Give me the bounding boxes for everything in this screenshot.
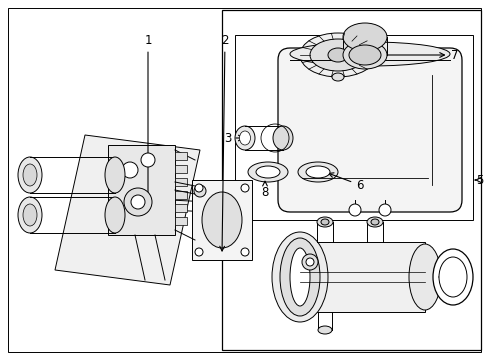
Circle shape xyxy=(195,184,203,192)
Ellipse shape xyxy=(18,157,42,193)
Ellipse shape xyxy=(342,23,386,51)
Circle shape xyxy=(305,258,313,266)
Ellipse shape xyxy=(378,204,390,216)
Ellipse shape xyxy=(289,42,449,66)
Ellipse shape xyxy=(342,41,386,69)
Circle shape xyxy=(241,184,248,192)
Bar xyxy=(299,242,424,312)
Bar xyxy=(175,191,186,199)
Ellipse shape xyxy=(327,48,347,62)
Ellipse shape xyxy=(348,45,380,65)
Ellipse shape xyxy=(320,219,328,225)
Ellipse shape xyxy=(432,249,472,305)
Ellipse shape xyxy=(289,248,309,306)
Bar xyxy=(175,165,186,173)
Ellipse shape xyxy=(316,217,332,227)
Circle shape xyxy=(141,153,155,167)
Text: 4: 4 xyxy=(438,270,456,284)
Bar xyxy=(235,35,472,220)
Circle shape xyxy=(131,195,145,209)
Ellipse shape xyxy=(105,197,125,233)
Ellipse shape xyxy=(256,166,280,178)
Ellipse shape xyxy=(239,131,250,145)
Ellipse shape xyxy=(282,242,317,312)
Ellipse shape xyxy=(299,33,375,77)
Text: 7: 7 xyxy=(380,49,458,62)
Circle shape xyxy=(122,162,138,178)
Bar xyxy=(108,145,175,235)
Circle shape xyxy=(195,248,203,256)
Text: 3: 3 xyxy=(224,131,231,144)
Text: 2: 2 xyxy=(219,33,228,251)
Ellipse shape xyxy=(297,162,337,182)
Bar xyxy=(175,204,186,212)
Bar xyxy=(175,152,186,160)
Ellipse shape xyxy=(105,157,125,193)
Bar xyxy=(222,10,480,350)
Ellipse shape xyxy=(348,204,360,216)
Text: 1: 1 xyxy=(144,33,151,208)
Ellipse shape xyxy=(202,192,242,248)
Bar xyxy=(192,180,251,260)
Text: 8: 8 xyxy=(261,181,268,198)
Ellipse shape xyxy=(18,197,42,233)
Ellipse shape xyxy=(331,73,343,81)
Circle shape xyxy=(302,254,317,270)
Ellipse shape xyxy=(194,185,205,197)
Ellipse shape xyxy=(235,126,254,150)
Circle shape xyxy=(124,188,152,216)
Text: 6: 6 xyxy=(328,173,363,192)
Ellipse shape xyxy=(247,162,287,182)
Text: 5: 5 xyxy=(475,174,483,186)
Ellipse shape xyxy=(366,217,382,227)
FancyBboxPatch shape xyxy=(278,48,461,212)
Ellipse shape xyxy=(408,244,440,310)
Ellipse shape xyxy=(309,39,365,71)
Polygon shape xyxy=(55,135,200,285)
Bar xyxy=(175,217,186,225)
Circle shape xyxy=(241,248,248,256)
Ellipse shape xyxy=(280,238,319,316)
Ellipse shape xyxy=(23,204,37,226)
Ellipse shape xyxy=(317,326,331,334)
Ellipse shape xyxy=(370,219,378,225)
Ellipse shape xyxy=(438,257,466,297)
Ellipse shape xyxy=(305,166,329,178)
Ellipse shape xyxy=(23,164,37,186)
Ellipse shape xyxy=(272,126,292,150)
Ellipse shape xyxy=(271,232,327,322)
Bar xyxy=(175,178,186,186)
